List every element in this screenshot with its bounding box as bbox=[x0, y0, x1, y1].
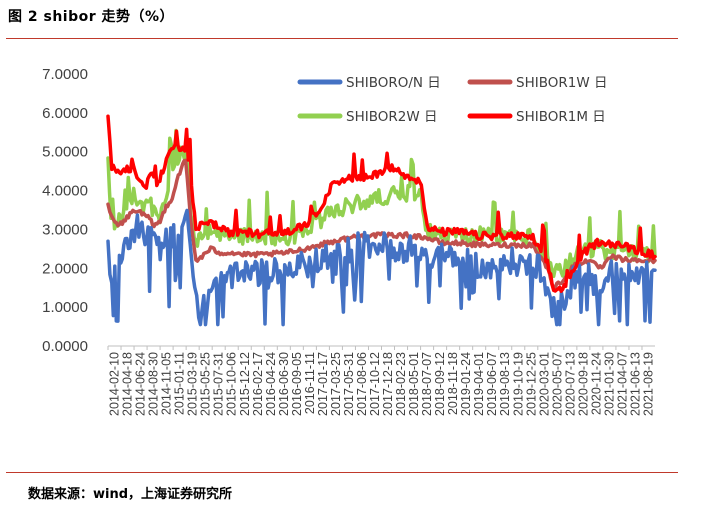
series-line bbox=[106, 208, 657, 327]
x-tick-label: 2015-01-11 bbox=[173, 352, 187, 415]
y-axis: 0.0000 1.0000 2.0000 3.0000 4.0000 5.0000 6.00… bbox=[42, 66, 88, 355]
y-tick-label: 6.0000 bbox=[42, 105, 88, 122]
legend-label: SHIBOR1M 日 bbox=[516, 109, 606, 125]
x-tick-label: 2016-02-17 bbox=[251, 352, 265, 416]
x-tick-label: 2019-04-01 bbox=[472, 352, 486, 416]
x-tick-label: 2016-11-11 bbox=[303, 352, 317, 414]
x-tick-label: 2016-09-05 bbox=[290, 352, 304, 416]
x-tick-label: 2018-07-07 bbox=[420, 352, 434, 416]
x-tick-label: 2019-06-07 bbox=[485, 352, 499, 416]
y-tick-label: 1.0000 bbox=[42, 299, 88, 316]
series-line bbox=[106, 128, 657, 279]
x-tick-label: 2018-05-01 bbox=[407, 352, 421, 416]
y-tick-label: 4.0000 bbox=[42, 183, 88, 200]
x-tick-label: 2020-09-18 bbox=[576, 352, 590, 416]
series-layer bbox=[106, 114, 657, 327]
legend-label: SHIBORO/N 日 bbox=[346, 75, 441, 91]
x-tick-label: 2015-12-12 bbox=[238, 352, 252, 416]
source-divider bbox=[6, 472, 678, 473]
x-tick-label: 2020-07-13 bbox=[563, 352, 577, 416]
x-tick-label: 2021-08-19 bbox=[641, 352, 655, 416]
x-tick-label: 2016-06-30 bbox=[277, 352, 291, 416]
x-tick-label: 2021-06-13 bbox=[628, 352, 642, 416]
legend: SHIBORO/N 日 SHIBOR1W 日 SHIBOR2W 日 SHIBOR1M … bbox=[297, 75, 607, 125]
x-tick-label: 2015-10-06 bbox=[225, 352, 239, 416]
x-tick-label: 2019-12-25 bbox=[524, 352, 538, 416]
x-tick-label: 2016-04-24 bbox=[264, 352, 278, 416]
x-tick-label: 2018-02-23 bbox=[394, 352, 408, 416]
series-line bbox=[106, 114, 657, 293]
legend-label: SHIBOR1W 日 bbox=[516, 75, 607, 91]
legend-label: SHIBOR2W 日 bbox=[346, 109, 437, 125]
x-tick-label: 2020-05-07 bbox=[550, 352, 564, 416]
x-tick-label: 2017-03-25 bbox=[329, 352, 343, 416]
x-tick-label: 2014-11-05 bbox=[160, 352, 174, 415]
x-tick-label: 2019-01-24 bbox=[459, 352, 473, 416]
x-tick-label: 2014-02-10 bbox=[108, 352, 122, 416]
y-tick-label: 5.0000 bbox=[42, 144, 88, 161]
y-tick-label: 3.0000 bbox=[42, 221, 88, 238]
x-tick-label: 2017-01-17 bbox=[316, 352, 330, 416]
y-tick-label: 2.0000 bbox=[42, 260, 88, 277]
x-tick-label: 2019-08-13 bbox=[498, 352, 512, 416]
x-tick-label: 2020-11-24 bbox=[589, 352, 603, 415]
x-tick-label: 2017-12-18 bbox=[381, 352, 395, 416]
x-tick-label: 2020-03-01 bbox=[537, 352, 551, 416]
y-tick-label: 7.0000 bbox=[42, 66, 88, 83]
x-tick-label: 2015-07-31 bbox=[212, 352, 226, 416]
x-tick-label: 2021-04-07 bbox=[615, 352, 629, 416]
x-tick-label: 2018-11-18 bbox=[446, 352, 460, 415]
x-axis: 2014-02-10 2014-04-18 2014-06-24 2014-08-30… bbox=[107, 345, 655, 416]
x-tick-label: 2017-08-06 bbox=[355, 352, 369, 416]
title-divider bbox=[6, 38, 678, 39]
x-tick-label: 2018-09-12 bbox=[433, 352, 447, 416]
x-tick-label: 2014-08-30 bbox=[147, 352, 161, 416]
x-tick-label: 2015-05-25 bbox=[199, 352, 213, 416]
figure-title: 图 2 shibor 走势（%） bbox=[8, 9, 175, 25]
x-tick-label: 2019-10-19 bbox=[511, 352, 525, 416]
source-note: 数据来源：wind，上海证券研究所 bbox=[28, 487, 233, 502]
x-tick-label: 2015-03-19 bbox=[186, 352, 200, 416]
x-tick-label: 2014-04-18 bbox=[121, 352, 135, 416]
x-tick-label: 2014-06-24 bbox=[134, 352, 148, 416]
x-tick-label: 2017-05-31 bbox=[342, 352, 356, 416]
x-tick-label: 2021-01-30 bbox=[602, 352, 616, 416]
x-tick-label: 2017-10-12 bbox=[368, 352, 382, 416]
y-tick-label: 0.0000 bbox=[42, 338, 88, 355]
